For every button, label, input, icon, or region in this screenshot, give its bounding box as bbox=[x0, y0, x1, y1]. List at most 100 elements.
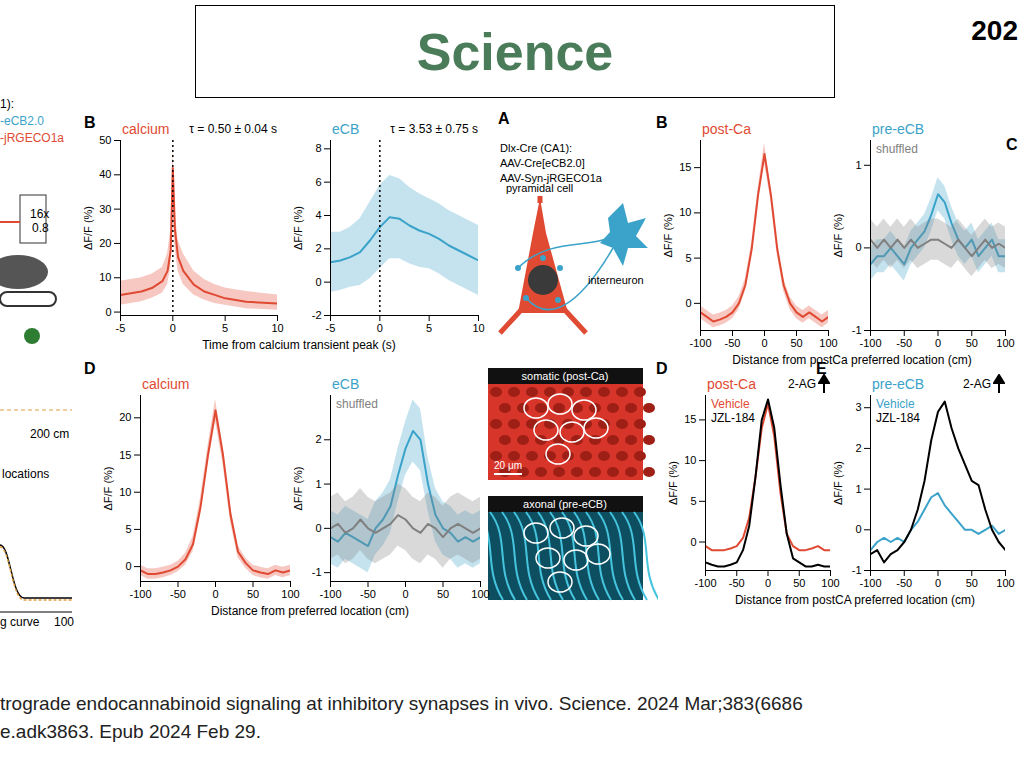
svg-text:0: 0 bbox=[761, 337, 767, 349]
svg-text:10: 10 bbox=[679, 206, 691, 218]
svg-text:-1: -1 bbox=[312, 566, 322, 578]
svg-text:-50: -50 bbox=[896, 337, 912, 349]
svg-text:ΔF/F (%): ΔF/F (%) bbox=[292, 466, 304, 510]
svg-text:0: 0 bbox=[935, 577, 941, 589]
svg-text:40: 40 bbox=[99, 168, 111, 180]
svg-text:-100: -100 bbox=[129, 588, 151, 600]
svg-text:-100: -100 bbox=[689, 337, 711, 349]
svg-text:5: 5 bbox=[690, 495, 696, 507]
svg-text:-50: -50 bbox=[725, 337, 741, 349]
svg-text:15: 15 bbox=[684, 413, 696, 425]
svg-text:-5: -5 bbox=[116, 322, 126, 334]
svg-text:5: 5 bbox=[426, 322, 432, 334]
svg-text:-2: -2 bbox=[312, 309, 322, 321]
svg-text:20: 20 bbox=[99, 237, 111, 249]
svg-text:100: 100 bbox=[819, 337, 837, 349]
svg-text:2: 2 bbox=[315, 433, 321, 445]
svg-text:interneuron: interneuron bbox=[588, 274, 644, 286]
svg-text:100: 100 bbox=[281, 588, 299, 600]
svg-text:-1: -1 bbox=[852, 564, 862, 576]
svg-text:-50: -50 bbox=[729, 577, 745, 589]
svg-text:-100: -100 bbox=[319, 588, 341, 600]
svg-text:locations: locations bbox=[2, 467, 49, 481]
svg-text:10: 10 bbox=[684, 454, 696, 466]
svg-text:6: 6 bbox=[315, 176, 321, 188]
svg-text:0: 0 bbox=[402, 588, 408, 600]
svg-text:-50: -50 bbox=[896, 577, 912, 589]
svg-text:100: 100 bbox=[821, 577, 839, 589]
svg-text:ΔF/F (%): ΔF/F (%) bbox=[667, 461, 679, 505]
svg-text:0.8: 0.8 bbox=[32, 221, 49, 235]
svg-text:2: 2 bbox=[315, 242, 321, 254]
svg-text:ΔF/F (%): ΔF/F (%) bbox=[832, 213, 844, 257]
svg-text:8: 8 bbox=[315, 142, 321, 154]
svg-text:50: 50 bbox=[966, 577, 978, 589]
svg-text:3: 3 bbox=[855, 401, 861, 413]
svg-text:50: 50 bbox=[790, 337, 802, 349]
svg-text:0: 0 bbox=[377, 322, 383, 334]
svg-text:ΔF/F (%): ΔF/F (%) bbox=[82, 206, 94, 250]
svg-text:AAV-Cre[eCB2.0]: AAV-Cre[eCB2.0] bbox=[500, 157, 585, 169]
svg-text:0: 0 bbox=[315, 522, 321, 534]
svg-text:-100: -100 bbox=[859, 577, 881, 589]
svg-text:20 μm: 20 μm bbox=[494, 460, 522, 471]
svg-text:100: 100 bbox=[996, 577, 1014, 589]
svg-text:1):: 1): bbox=[0, 97, 14, 111]
svg-text:4: 4 bbox=[315, 209, 321, 221]
svg-text:-1: -1 bbox=[852, 324, 862, 336]
svg-text:10: 10 bbox=[119, 486, 131, 498]
svg-text:5: 5 bbox=[685, 252, 691, 264]
svg-text:0: 0 bbox=[685, 297, 691, 309]
svg-text:-50: -50 bbox=[170, 588, 186, 600]
svg-text:200 cm: 200 cm bbox=[30, 427, 69, 441]
svg-text:1: 1 bbox=[855, 159, 861, 171]
svg-text:0: 0 bbox=[935, 337, 941, 349]
svg-text:0: 0 bbox=[212, 588, 218, 600]
svg-text:-100: -100 bbox=[694, 577, 716, 589]
svg-text:0: 0 bbox=[170, 322, 176, 334]
svg-text:50: 50 bbox=[966, 337, 978, 349]
svg-text:5: 5 bbox=[222, 322, 228, 334]
svg-text:16x: 16x bbox=[30, 207, 49, 221]
svg-text:-5: -5 bbox=[326, 322, 336, 334]
svg-text:100: 100 bbox=[471, 588, 489, 600]
svg-text:-jRGECO1a: -jRGECO1a bbox=[0, 131, 64, 145]
svg-text:50: 50 bbox=[793, 577, 805, 589]
svg-text:100: 100 bbox=[54, 615, 74, 629]
svg-text:ΔF/F (%): ΔF/F (%) bbox=[662, 213, 674, 257]
svg-text:100: 100 bbox=[996, 337, 1014, 349]
svg-text:10: 10 bbox=[472, 322, 484, 334]
svg-text:pyramidal cell: pyramidal cell bbox=[506, 182, 573, 194]
svg-text:0: 0 bbox=[105, 306, 111, 318]
svg-text:-100: -100 bbox=[859, 337, 881, 349]
svg-text:-50: -50 bbox=[360, 588, 376, 600]
svg-text:10: 10 bbox=[271, 322, 283, 334]
svg-text:30: 30 bbox=[99, 203, 111, 215]
svg-text:ΔF/F (%): ΔF/F (%) bbox=[832, 461, 844, 505]
svg-text:2: 2 bbox=[855, 442, 861, 454]
svg-text:50: 50 bbox=[247, 588, 259, 600]
svg-text:50: 50 bbox=[437, 588, 449, 600]
svg-text:1: 1 bbox=[855, 483, 861, 495]
svg-text:somatic (post-Ca): somatic (post-Ca) bbox=[522, 370, 609, 382]
svg-text:axonal (pre-eCB): axonal (pre-eCB) bbox=[523, 498, 607, 510]
svg-text:15: 15 bbox=[679, 161, 691, 173]
svg-text:20: 20 bbox=[119, 411, 131, 423]
svg-text:ΔF/F (%): ΔF/F (%) bbox=[102, 466, 114, 510]
svg-text:0: 0 bbox=[315, 276, 321, 288]
svg-text:-eCB2.0: -eCB2.0 bbox=[0, 114, 44, 128]
svg-text:ΔF/F (%): ΔF/F (%) bbox=[292, 206, 304, 250]
svg-text:g curve: g curve bbox=[0, 615, 40, 629]
svg-text:0: 0 bbox=[690, 536, 696, 548]
svg-text:A: A bbox=[498, 110, 510, 127]
svg-text:0: 0 bbox=[765, 577, 771, 589]
svg-text:0: 0 bbox=[125, 560, 131, 572]
svg-text:15: 15 bbox=[119, 449, 131, 461]
svg-text:0: 0 bbox=[855, 523, 861, 535]
svg-text:1: 1 bbox=[315, 478, 321, 490]
svg-text:Dlx-Cre (CA1):: Dlx-Cre (CA1): bbox=[500, 142, 572, 154]
svg-text:50: 50 bbox=[99, 134, 111, 146]
svg-text:10: 10 bbox=[99, 271, 111, 283]
svg-text:5: 5 bbox=[125, 523, 131, 535]
svg-text:0: 0 bbox=[855, 241, 861, 253]
